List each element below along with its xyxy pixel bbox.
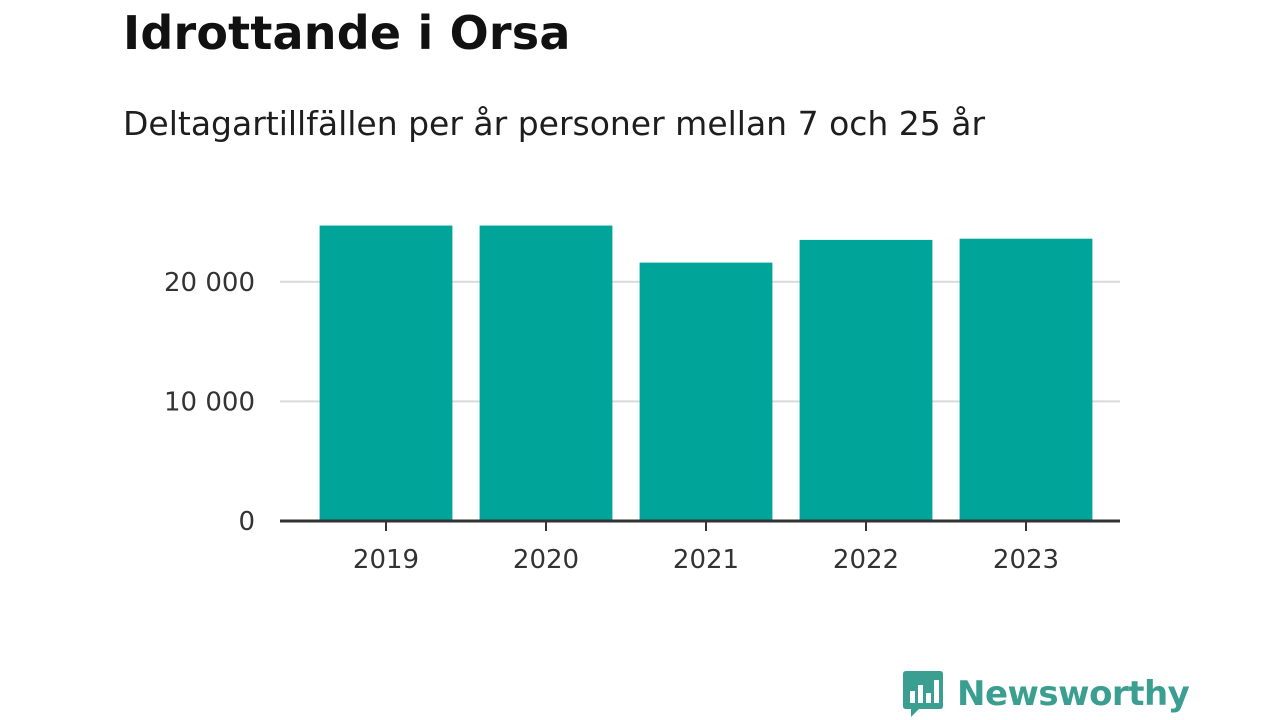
y-tick-label: 20 000 (164, 268, 255, 298)
bar-2023 (959, 238, 1093, 521)
bar-2022 (799, 239, 933, 521)
y-tick-label: 10 000 (164, 387, 255, 417)
brand-logo: Newsworthy (903, 671, 1190, 717)
bar-chart-speech-bubble-icon (903, 671, 943, 717)
x-tick-label: 2019 (353, 545, 419, 575)
bar-2020 (479, 225, 613, 522)
x-tick-label: 2021 (673, 545, 739, 575)
bar-2021 (639, 262, 773, 521)
chart-title: Idrottande i Orsa (123, 6, 571, 60)
brand-name: Newsworthy (957, 674, 1190, 714)
y-tick-label: 0 (238, 507, 255, 537)
x-axis-ticks: 2019 2020 2021 2022 2023 (353, 521, 1059, 575)
y-axis-ticks: 0 10 000 20 000 (164, 268, 255, 537)
x-tick-label: 2020 (513, 545, 579, 575)
x-tick-label: 2023 (993, 545, 1059, 575)
bar-2019 (319, 225, 453, 522)
x-tick-label: 2022 (833, 545, 899, 575)
bars (319, 225, 1093, 522)
chart-subtitle: Deltagartillfällen per år personer mella… (123, 104, 986, 143)
